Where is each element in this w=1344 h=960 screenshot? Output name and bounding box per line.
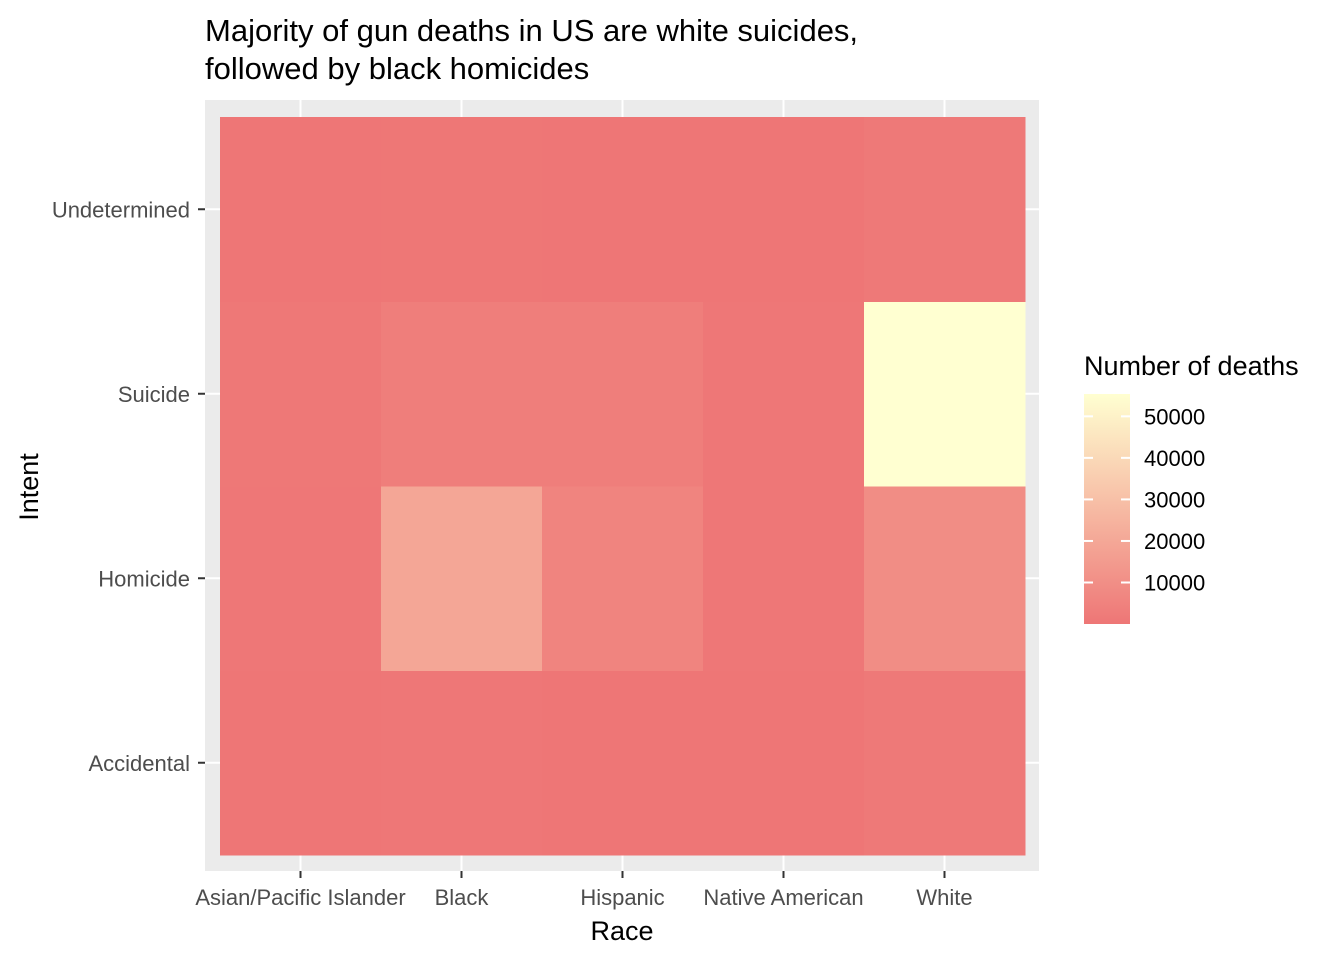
y-tick-label-suicide: Suicide [118,382,190,407]
x-axis-title: Race [590,916,653,946]
heatmap-cell-native-american-homicide [703,486,865,671]
x-tick-label-black: Black [435,885,490,910]
x-axis: Asian/Pacific Islander Black Hispanic Nativ… [195,871,973,910]
legend-ticks: 10000 20000 30000 40000 50000 [1084,404,1205,596]
y-tick-label-undetermined: Undetermined [52,197,190,222]
legend-colorbar [1084,394,1130,624]
heatmap-cell-hispanic-homicide [542,486,704,671]
x-tick-label-hispanic: Hispanic [580,885,664,910]
heatmap-cell-black-homicide [381,486,543,671]
heatmap-cells [220,117,1026,856]
heatmap-cell-asian-pacific-islander-homicide [220,486,382,671]
heatmap-cell-hispanic-accidental [542,670,704,856]
legend-label-30000: 30000 [1144,487,1205,512]
legend-label-40000: 40000 [1144,446,1205,471]
chart-title-line-1: Majority of gun deaths in US are white s… [205,13,858,48]
y-tick-label-homicide: Homicide [98,566,190,591]
heatmap-cell-white-accidental [864,670,1026,856]
heatmap-cell-native-american-suicide [703,301,865,487]
heatmap-cell-hispanic-suicide [542,301,704,487]
y-tick-label-accidental: Accidental [88,751,190,776]
legend-label-20000: 20000 [1144,529,1205,554]
heatmap-cell-native-american-accidental [703,670,865,856]
legend-label-10000: 10000 [1144,571,1205,596]
heatmap-cell-white-suicide [864,301,1026,487]
heatmap-cell-black-suicide [381,301,543,487]
heatmap-cell-white-homicide [864,486,1026,671]
heatmap-cell-asian-pacific-islander-accidental [220,670,382,856]
x-tick-label-white: White [916,885,972,910]
legend-title: Number of deaths [1084,351,1299,381]
heatmap-cell-asian-pacific-islander-suicide [220,301,382,487]
heatmap-cell-native-american-undetermined [703,117,865,302]
heatmap-cell-asian-pacific-islander-undetermined [220,117,382,302]
x-tick-label-native-american: Native American [703,885,863,910]
y-axis-title: Intent [14,453,44,521]
heatmap-cell-hispanic-undetermined [542,117,704,302]
heatmap-cell-white-undetermined [864,117,1026,302]
chart-title-line-2: followed by black homicides [205,51,589,86]
heatmap-cell-black-accidental [381,670,543,856]
heatmap-cell-black-undetermined [381,117,543,302]
legend-label-50000: 50000 [1144,404,1205,429]
x-tick-label-asian-pacific-islander: Asian/Pacific Islander [195,885,405,910]
y-axis: Accidental Homicide Suicide Undetermined [52,197,205,776]
